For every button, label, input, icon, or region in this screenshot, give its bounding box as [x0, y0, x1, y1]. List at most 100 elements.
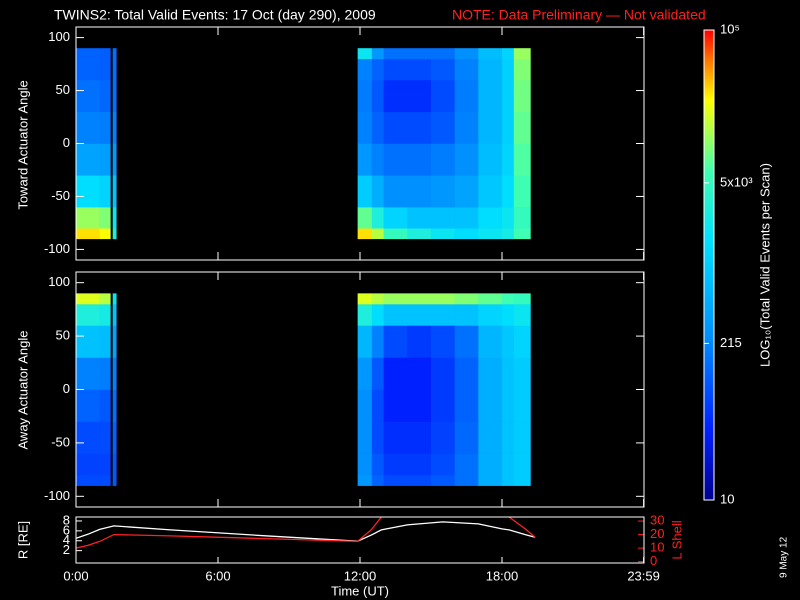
heatmap-cell [76, 474, 89, 486]
heatmap-cell [478, 175, 503, 208]
heatmap-cell [478, 228, 503, 240]
heatmap-cell [357, 325, 373, 358]
heatmap-cell [502, 175, 515, 208]
heatmap-cell [478, 207, 503, 229]
heatmap-cell [112, 228, 117, 240]
heatmap-cell [454, 453, 479, 476]
heatmap-cell [99, 143, 111, 176]
heatmap-cell [513, 207, 531, 229]
heatmap-cell [431, 58, 455, 81]
heatmap-cell [513, 304, 531, 326]
heatmap-cell [112, 111, 117, 144]
heatmap-cell [99, 79, 111, 113]
heatmap-cell [513, 357, 531, 390]
y2-axis-label: L Shell [669, 520, 684, 559]
heatmap-cell [502, 304, 515, 326]
heatmap-cell [407, 58, 432, 81]
heatmap-cell [76, 421, 89, 454]
heatmap-cell [502, 48, 515, 60]
heatmap-cell [454, 48, 479, 60]
x-tick-label: 0:00 [63, 568, 88, 583]
heatmap-cell [431, 453, 455, 476]
chart-title: TWINS2: Total Valid Events: 17 Oct (day … [54, 7, 376, 23]
heatmap-cell [76, 58, 89, 81]
heatmap-cell [454, 325, 479, 358]
heatmap-cell [112, 389, 117, 422]
heatmap-cell [383, 325, 408, 358]
heatmap-cell [407, 175, 432, 208]
heatmap-cell [87, 293, 100, 305]
heatmap-cell [87, 325, 100, 358]
heatmap-cell [407, 421, 432, 454]
heatmap-cell [112, 421, 117, 454]
heatmap-cell [99, 228, 111, 240]
y-axis-label: Away Actuator Angle [15, 330, 30, 449]
heatmap-cell [357, 293, 373, 305]
heatmap-cell [99, 175, 111, 208]
heatmap-cell [431, 293, 455, 305]
x-tick-label: 12:00 [344, 568, 377, 583]
heatmap-cell [87, 48, 100, 60]
y-tick-label: 100 [48, 29, 70, 44]
plot-frame [75, 271, 645, 508]
heatmap-cell [431, 304, 455, 326]
heatmap-cell [407, 304, 432, 326]
heatmap-cell [407, 48, 432, 60]
heatmap-cell [431, 111, 455, 144]
heatmap-cell [513, 48, 531, 60]
heatmap-cell [76, 453, 89, 476]
heatmap-cell [112, 207, 117, 229]
heatmap-cell [99, 421, 111, 454]
heatmap-cell [431, 357, 455, 390]
heatmap-cell [431, 143, 455, 176]
heatmap-cell [112, 48, 117, 60]
heatmap-cell [502, 389, 515, 422]
heatmap-cell [407, 293, 432, 305]
y2-tick-label: 30 [650, 512, 664, 527]
heatmap-cell [87, 58, 100, 81]
heatmap-cell [502, 207, 515, 229]
heatmap-cell [383, 389, 408, 422]
heatmap-cell [454, 79, 479, 113]
heatmap-cell [112, 175, 117, 208]
heatmap-cell [513, 421, 531, 454]
heatmap-cell [371, 293, 384, 305]
heatmap-cell [478, 474, 503, 486]
heatmap-cell [87, 79, 100, 113]
heatmap-cell [431, 389, 455, 422]
y2-tick-label: 10 [650, 540, 664, 555]
heatmap-cell [87, 175, 100, 208]
heatmap-cell [478, 58, 503, 81]
heatmap-cell [513, 453, 531, 476]
heatmap-cell [513, 293, 531, 305]
heatmap-cell [431, 48, 455, 60]
heatmap-cell [407, 357, 432, 390]
heatmap-cell [513, 111, 531, 144]
heatmap-cell [407, 79, 432, 113]
heatmap-cell [478, 293, 503, 305]
heatmap-cell [99, 58, 111, 81]
heatmap-cell [371, 304, 384, 326]
heatmap-cell [76, 143, 89, 176]
heatmap-cell [99, 453, 111, 476]
heatmap-cell [357, 453, 373, 476]
heatmap-cell [87, 111, 100, 144]
heatmap-cell [76, 228, 89, 240]
heatmap-cell [371, 79, 384, 113]
heatmap-cell [478, 304, 503, 326]
heatmap-cell [87, 207, 100, 229]
heatmap-cell [371, 143, 384, 176]
heatmap-cell [513, 79, 531, 113]
heatmap-cell [407, 453, 432, 476]
heatmap-cell [502, 293, 515, 305]
heatmap-cell [99, 474, 111, 486]
heatmap-cell [502, 357, 515, 390]
heatmap-cell [454, 228, 479, 240]
heatmap-cell [383, 304, 408, 326]
line [76, 521, 536, 542]
heatmap-cell [112, 143, 117, 176]
heatmap-cell [407, 389, 432, 422]
plot-frame [75, 516, 645, 564]
y-tick-label: 6 [63, 522, 70, 537]
y-axis-label: R [RE] [15, 521, 30, 559]
